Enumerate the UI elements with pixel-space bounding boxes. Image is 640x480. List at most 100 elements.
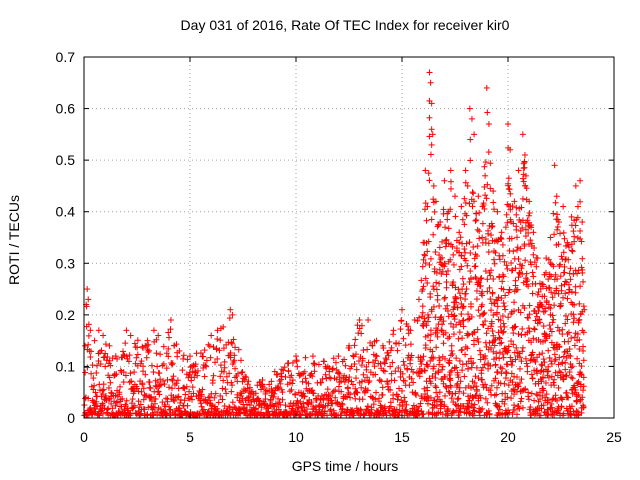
roti-point [519, 195, 526, 202]
roti-point [548, 360, 555, 367]
roti-point [577, 198, 584, 205]
roti-point [517, 245, 524, 252]
roti-point [468, 276, 475, 283]
roti-point [288, 372, 295, 379]
roti-point [579, 219, 586, 226]
roti-point [146, 384, 153, 391]
roti-point [282, 402, 289, 409]
roti-point [138, 358, 145, 365]
roti-point [562, 366, 569, 373]
roti-point [163, 395, 170, 402]
roti-point [515, 256, 522, 263]
roti-point [401, 398, 408, 405]
roti-point [120, 351, 127, 358]
roti-point [574, 379, 581, 386]
roti-point [456, 290, 463, 297]
roti-point [234, 378, 241, 385]
roti-point [495, 294, 502, 301]
roti-point [375, 398, 382, 405]
roti-point [494, 368, 501, 375]
roti-point [545, 301, 552, 308]
roti-point [553, 287, 560, 294]
roti-point [482, 268, 489, 275]
roti-point [389, 359, 396, 366]
roti-point [240, 388, 247, 395]
roti-point [443, 279, 450, 286]
roti-point [508, 260, 515, 267]
roti-point [474, 335, 481, 342]
roti-point [518, 358, 525, 365]
roti-point [200, 406, 207, 413]
roti-point [276, 399, 283, 406]
roti-point [512, 277, 519, 284]
roti-point [473, 364, 480, 371]
roti-point [423, 217, 430, 224]
roti-point [387, 387, 394, 394]
roti-point [518, 395, 525, 402]
roti-point [488, 267, 495, 274]
roti-point [559, 326, 566, 333]
roti-point [564, 295, 571, 302]
roti-point [420, 411, 427, 418]
roti-point [467, 249, 474, 256]
roti-point [369, 342, 376, 349]
roti-point [426, 177, 433, 184]
roti-point [453, 321, 460, 328]
roti-point [360, 347, 367, 354]
roti-point [430, 303, 437, 310]
roti-point [386, 338, 393, 345]
roti-point [95, 350, 102, 357]
roti-point [453, 364, 460, 371]
roti-point [477, 282, 484, 289]
roti-point [370, 401, 377, 408]
roti-point [246, 402, 253, 409]
roti-point [196, 387, 203, 394]
roti-point [184, 356, 191, 363]
roti-point [456, 266, 463, 273]
roti-point [514, 286, 521, 293]
roti-point [361, 411, 368, 418]
roti-point [569, 375, 576, 382]
roti-point [88, 348, 95, 355]
roti-point [447, 185, 454, 192]
roti-point [441, 295, 448, 302]
roti-point [328, 411, 335, 418]
roti-point [527, 237, 534, 244]
roti-point [517, 309, 524, 316]
roti-point [394, 347, 401, 354]
roti-point [277, 380, 284, 387]
roti-point [432, 249, 439, 256]
roti-point [220, 368, 227, 375]
roti-point [524, 314, 531, 321]
roti-point [522, 355, 529, 362]
roti-point [148, 362, 155, 369]
roti-point [378, 378, 385, 385]
roti-point [217, 392, 224, 399]
roti-point [232, 374, 239, 381]
roti-point [472, 217, 479, 224]
roti-point [235, 370, 242, 377]
roti-point [511, 308, 518, 315]
roti-point [137, 401, 144, 408]
roti-point [428, 141, 435, 148]
roti-point [231, 352, 238, 359]
roti-point [551, 231, 558, 238]
roti-point [537, 319, 544, 326]
roti-point [545, 368, 552, 375]
roti-point [139, 380, 146, 387]
roti-point [372, 396, 379, 403]
roti-point [293, 353, 299, 360]
roti-point [127, 332, 134, 339]
x-tick-label: 20 [500, 429, 516, 445]
roti-point [565, 256, 572, 263]
roti-point [475, 307, 482, 314]
roti-point [433, 286, 440, 293]
roti-point [560, 353, 567, 360]
roti-point [459, 346, 466, 353]
roti-point [427, 255, 434, 262]
roti-point [180, 355, 187, 362]
roti-point [473, 216, 480, 223]
roti-point [229, 340, 236, 347]
chart-title: Day 031 of 2016, Rate Of TEC Index for r… [181, 17, 510, 33]
roti-point [174, 377, 181, 384]
